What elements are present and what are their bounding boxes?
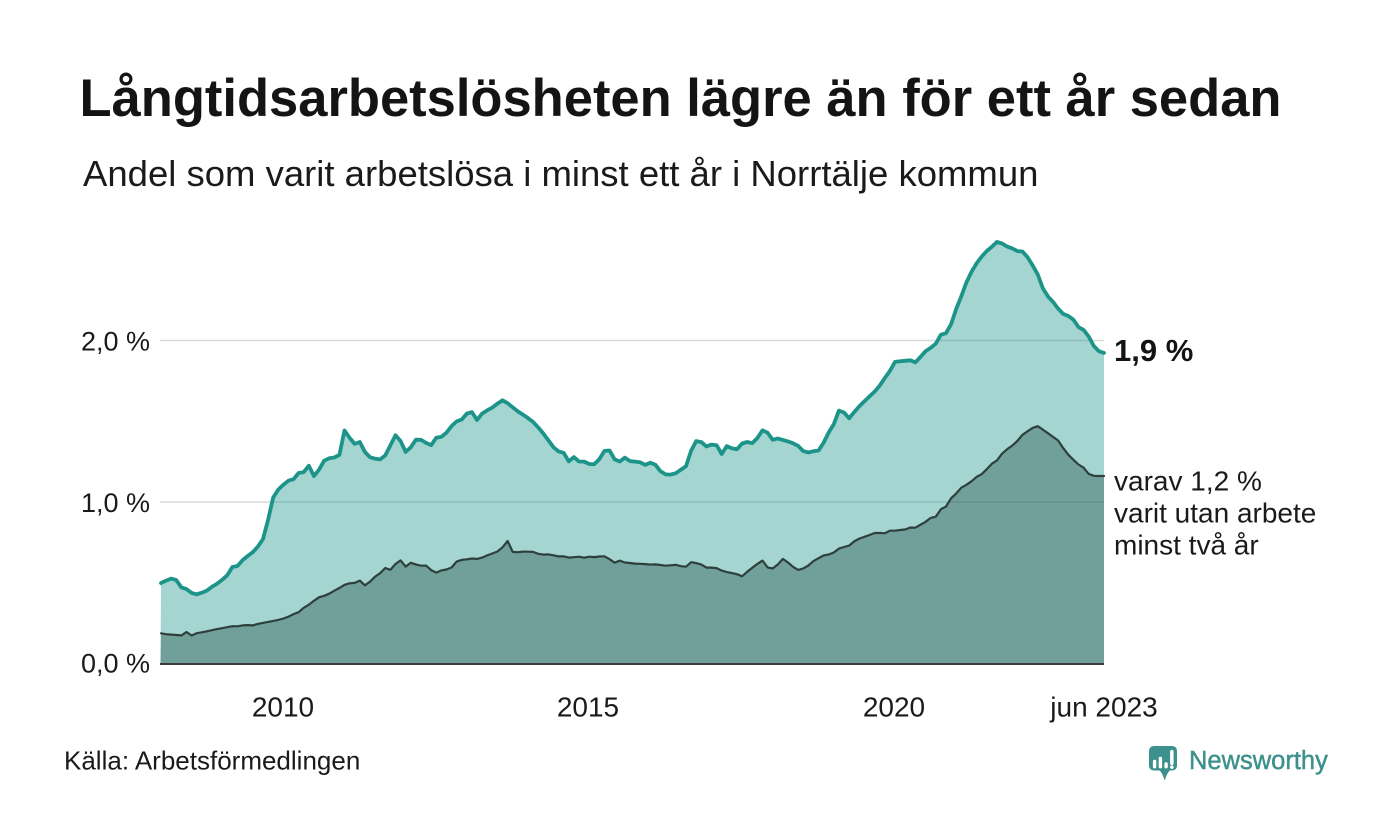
svg-text:2015: 2015 — [557, 692, 619, 723]
svg-text:2010: 2010 — [252, 692, 314, 723]
svg-text:1,9 %: 1,9 % — [1114, 333, 1193, 368]
svg-text:minst två år: minst två år — [1114, 530, 1259, 561]
svg-text:Newsworthy: Newsworthy — [1189, 747, 1328, 775]
svg-text:Långtidsarbetslösheten lägre ä: Långtidsarbetslösheten lägre än för ett … — [80, 69, 1282, 128]
svg-text:2020: 2020 — [863, 692, 925, 723]
svg-text:varav 1,2 %: varav 1,2 % — [1114, 466, 1262, 497]
svg-text:Andel som varit arbetslösa i m: Andel som varit arbetslösa i minst ett å… — [83, 153, 1038, 194]
svg-text:jun 2023: jun 2023 — [1049, 692, 1157, 723]
svg-text:0,0 %: 0,0 % — [81, 649, 150, 679]
svg-text:1,0 %: 1,0 % — [81, 488, 150, 518]
svg-text:2,0 %: 2,0 % — [81, 327, 150, 357]
svg-text:Källa: Arbetsförmedlingen: Källa: Arbetsförmedlingen — [64, 746, 360, 776]
svg-text:varit utan arbete: varit utan arbete — [1114, 498, 1316, 529]
